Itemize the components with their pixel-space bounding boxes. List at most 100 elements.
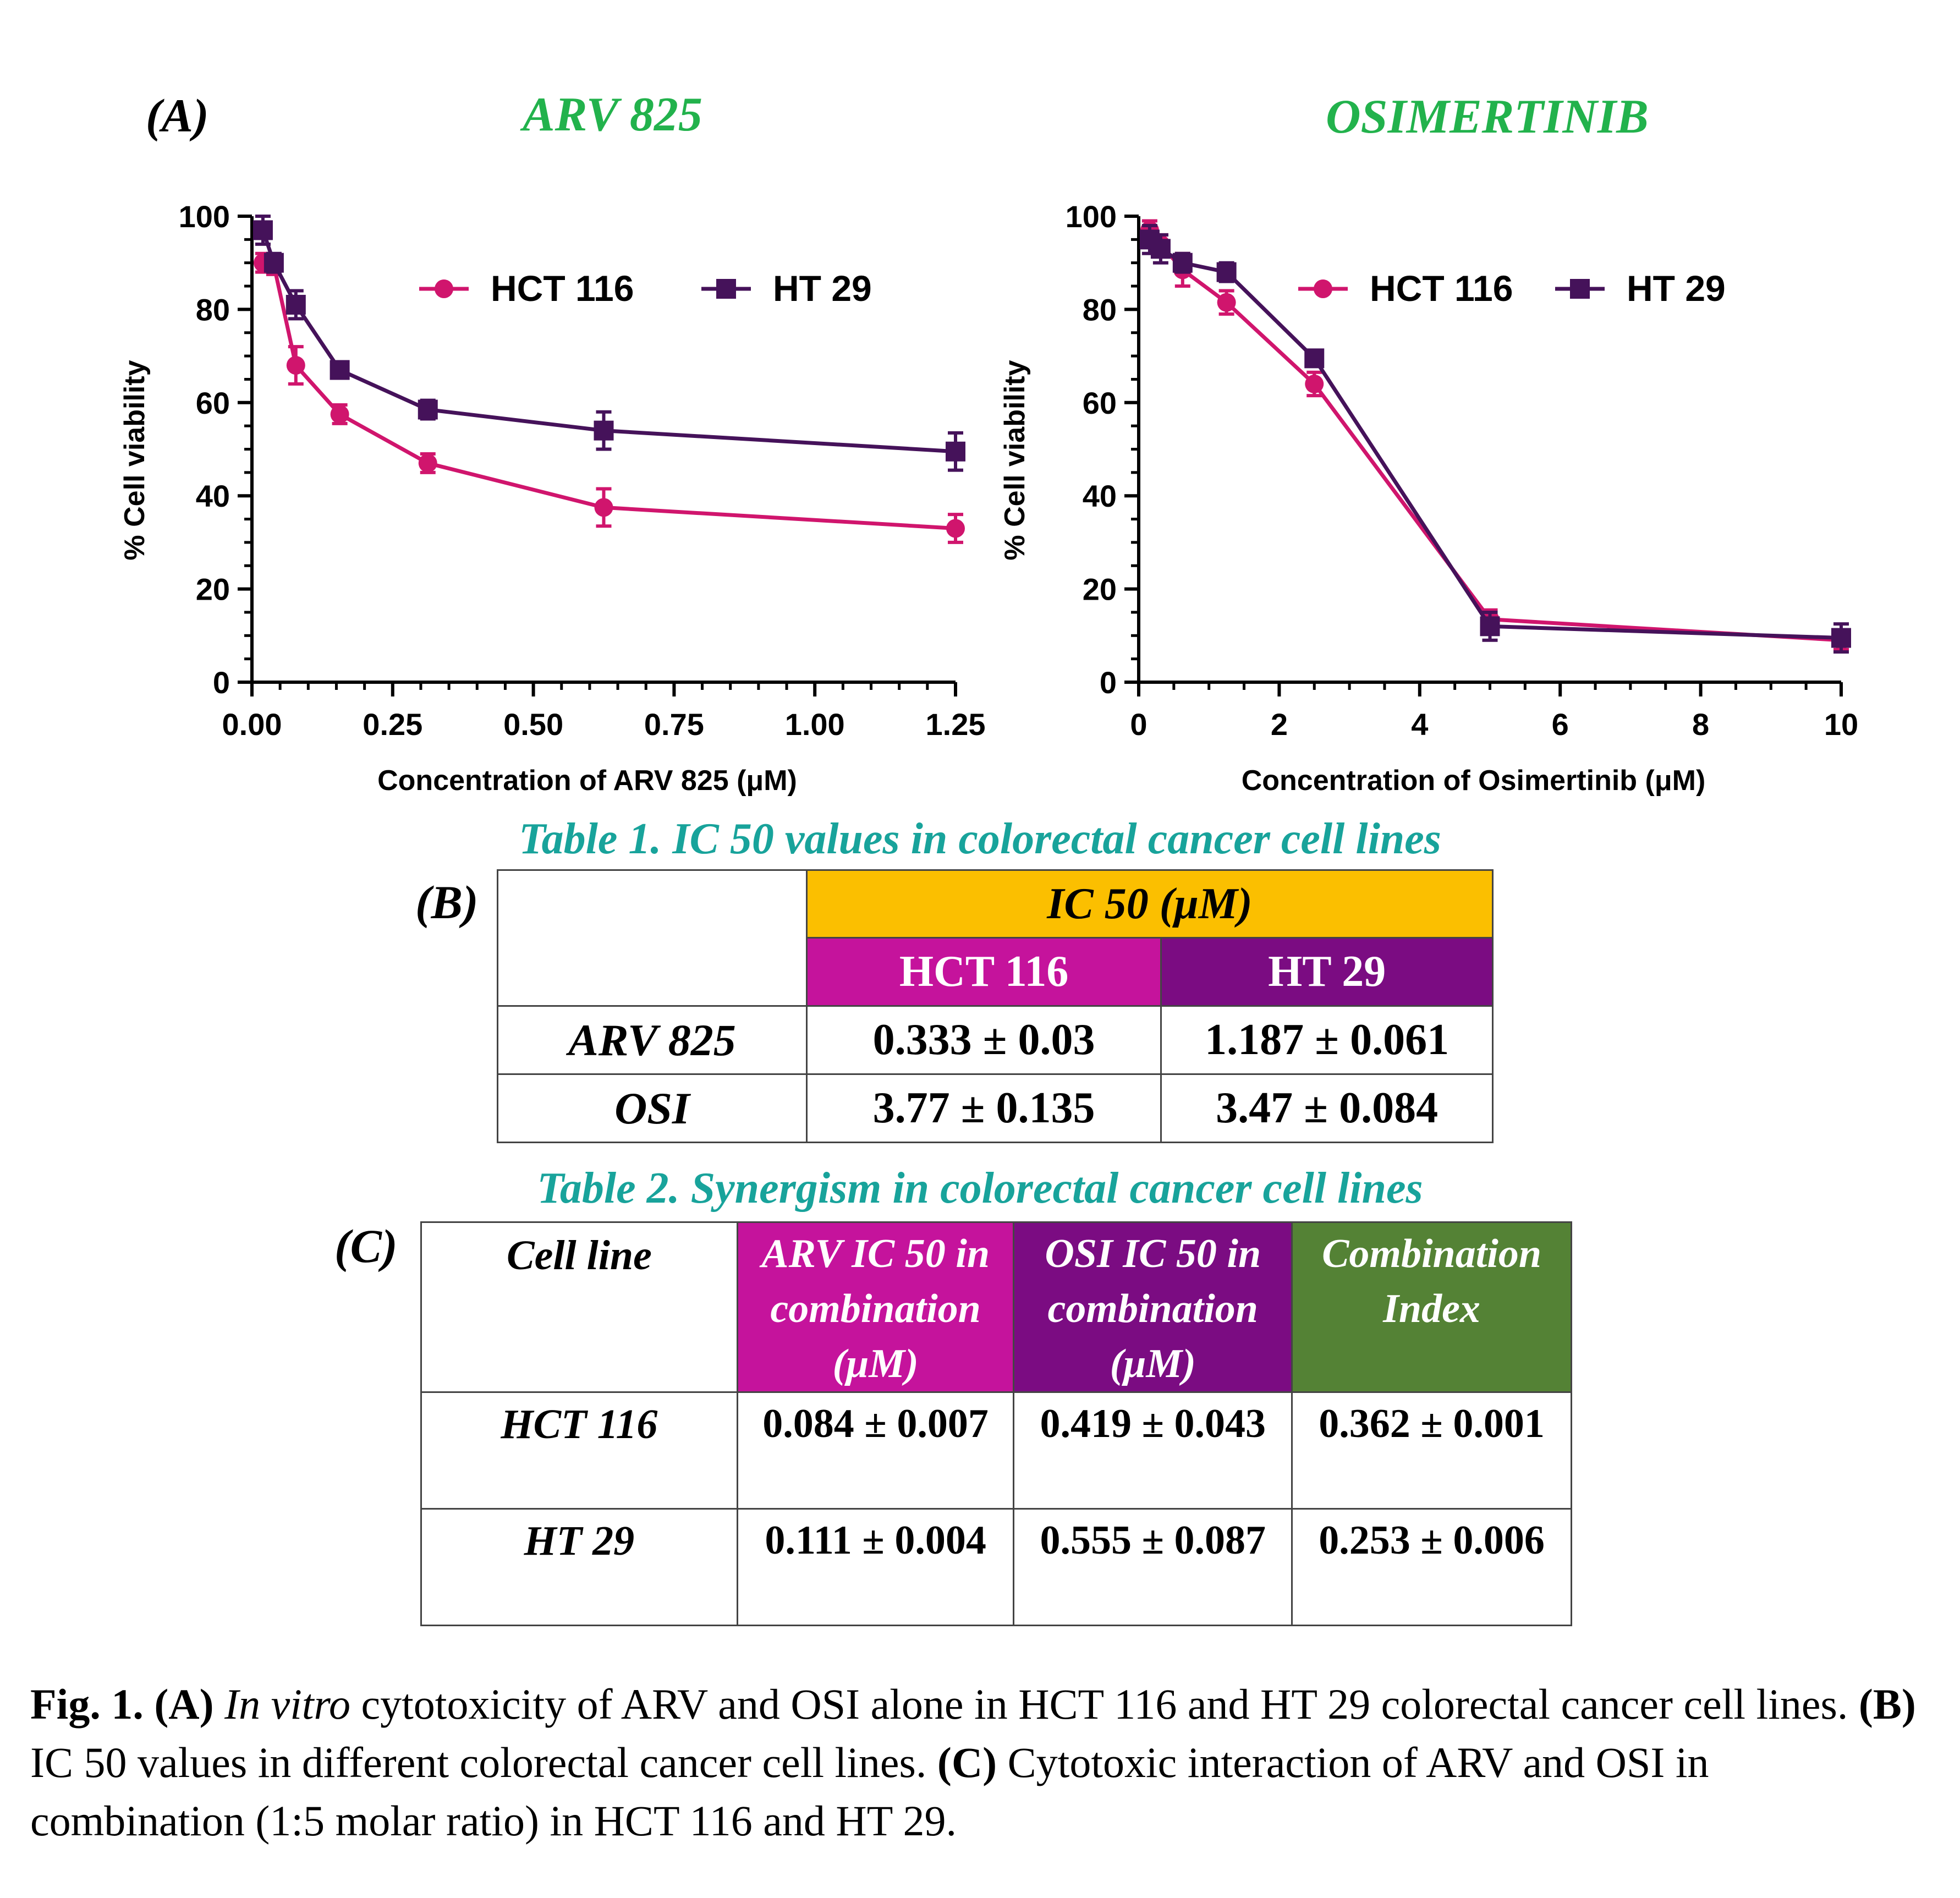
data-point [418,399,438,420]
table-row: HT 29 0.111 ± 0.004 0.555 ± 0.087 0.253 … [420,1508,1572,1626]
data-point [946,519,965,538]
legend-label: HT 29 [773,268,872,309]
legend-label: HCT 116 [491,268,634,309]
data-point [330,360,350,380]
header-line: (μM) [1110,1341,1196,1386]
header-line: Index [1383,1286,1480,1331]
table2-cell: 0.555 ± 0.087 [1013,1508,1293,1626]
x-tick-label: 6 [1552,707,1569,742]
table2-cell: 0.253 ± 0.006 [1291,1508,1572,1626]
figure-caption: Fig. 1. (A) In vitro cytotoxicity of ARV… [30,1675,1934,1850]
header-line: Combination [1322,1231,1541,1276]
legend-marker [716,279,736,299]
data-point [1831,628,1851,648]
x-tick-label: 0.25 [363,707,422,742]
header-line: combination [770,1286,981,1331]
legend-marker [1314,279,1332,298]
table-row: HCT 116 0.084 ± 0.007 0.419 ± 0.043 0.36… [420,1391,1572,1510]
x-tick-label: 0.75 [644,707,704,742]
data-point [594,498,613,517]
caption-a-italic: In vitro [224,1680,351,1728]
y-tick-label: 80 [196,292,230,327]
table-row: ARV 825 0.333 ± 0.03 1.187 ± 0.061 [497,1005,1494,1075]
y-tick-label: 20 [196,572,230,607]
caption-a-label: (A) [154,1680,214,1728]
x-tick-label: 2 [1271,707,1288,742]
table2-title: Table 2. Synergism in colorectal cancer … [537,1164,1423,1213]
legend-label: HT 29 [1627,268,1726,309]
data-point [594,420,614,441]
x-tick-label: 0 [1130,707,1147,742]
data-point [1480,616,1500,637]
table2-osi-header: OSI IC 50 in combination (μM) [1013,1221,1293,1393]
table1-cell: 3.77 ± 0.135 [805,1073,1162,1143]
table1-empty-corner [497,869,808,1007]
data-point [1172,253,1193,273]
table-row: OSI 3.77 ± 0.135 3.47 ± 0.084 [497,1073,1494,1143]
y-tick-label: 60 [196,386,230,420]
x-tick-label: 8 [1692,707,1709,742]
y-tick-label: 60 [1083,386,1117,420]
table2-row-label: HT 29 [420,1508,738,1626]
legend-marker [435,279,453,298]
header-line: (μM) [832,1341,919,1386]
y-axis-label: % Cell viability [119,360,151,560]
data-point [286,356,305,375]
table2-cell: 0.362 ± 0.001 [1291,1391,1572,1510]
table2-cell: 0.419 ± 0.043 [1013,1391,1293,1510]
x-tick-label: 4 [1411,707,1428,742]
y-tick-label: 0 [1100,665,1117,700]
caption-b-text: IC 50 values in different colorectal can… [30,1738,937,1786]
y-axis-label: % Cell viability [999,360,1031,560]
osimertinib-viability-chart: 0 20 40 60 80 100 0 2 4 6 8 10 Concentration of Osim… [999,199,1858,797]
x-axis-label: Concentration of ARV 825 (μM) [377,765,797,797]
caption-c-text: Cytotoxic interaction of ARV and OSI in … [30,1738,1709,1845]
synergism-table: Cell line ARV IC 50 in combination (μM) … [420,1221,1572,1626]
x-tick-label: 0.00 [222,707,282,742]
table2-cell: 0.084 ± 0.007 [736,1391,1015,1510]
table1-title: Table 1. IC 50 values in colorectal canc… [519,815,1441,863]
y-tick-label: 100 [179,199,230,234]
y-tick-label: 80 [1083,292,1117,327]
x-tick-label: 1.00 [785,707,845,742]
data-point [330,404,349,424]
chart-1-title: ARV 825 [523,88,702,141]
data-point [1150,239,1171,259]
y-tick-label: 20 [1083,572,1117,607]
x-axis-label: Concentration of Osimertinib (μM) [1242,765,1706,797]
table1-row-label: ARV 825 [497,1005,808,1075]
table2-arv-header: ARV IC 50 in combination (μM) [736,1221,1015,1393]
header-line: ARV IC 50 in [761,1231,990,1276]
chart-2-title: OSIMERTINIB [1326,90,1649,144]
data-point [263,253,284,273]
data-point [1304,348,1325,369]
x-tick-label: 10 [1824,707,1858,742]
x-tick-label: 0.50 [503,707,563,742]
data-point [252,220,273,240]
legend-label: HCT 116 [1370,268,1513,309]
table2-ci-header: Combination Index [1291,1221,1572,1393]
y-tick-label: 0 [213,665,230,700]
series-line [261,229,956,454]
caption-fig-label: Fig. 1. [30,1680,144,1728]
table1-ic50-header: IC 50 (μM) [805,869,1494,939]
table1-cell: 3.47 ± 0.084 [1160,1073,1494,1143]
table2-row-label: HCT 116 [420,1391,738,1510]
data-point [1217,293,1236,312]
table1-hct116-header: HCT 116 [805,937,1162,1007]
ic50-table: IC 50 (μM) HCT 116 HT 29 ARV 825 0.333 ±… [497,869,1494,1143]
data-point [946,441,965,462]
legend-marker [1570,279,1590,299]
table1-ht29-header: HT 29 [1160,937,1494,1007]
x-tick-label: 1.25 [926,707,986,742]
table1-cell: 1.187 ± 0.061 [1160,1005,1494,1075]
panel-c-label: (C) [334,1220,398,1272]
panel-b-label: (B) [415,876,479,929]
y-tick-label: 100 [1066,199,1117,234]
caption-b-label: (B) [1858,1680,1916,1728]
data-point [418,453,437,473]
arv825-viability-chart: 0 20 40 60 80 100 0.00 0.25 0.50 0.75 1.00 1.25 Conc… [119,199,986,797]
panel-a-label: (A) [146,89,209,142]
table2-cellline-header: Cell line [420,1221,738,1393]
